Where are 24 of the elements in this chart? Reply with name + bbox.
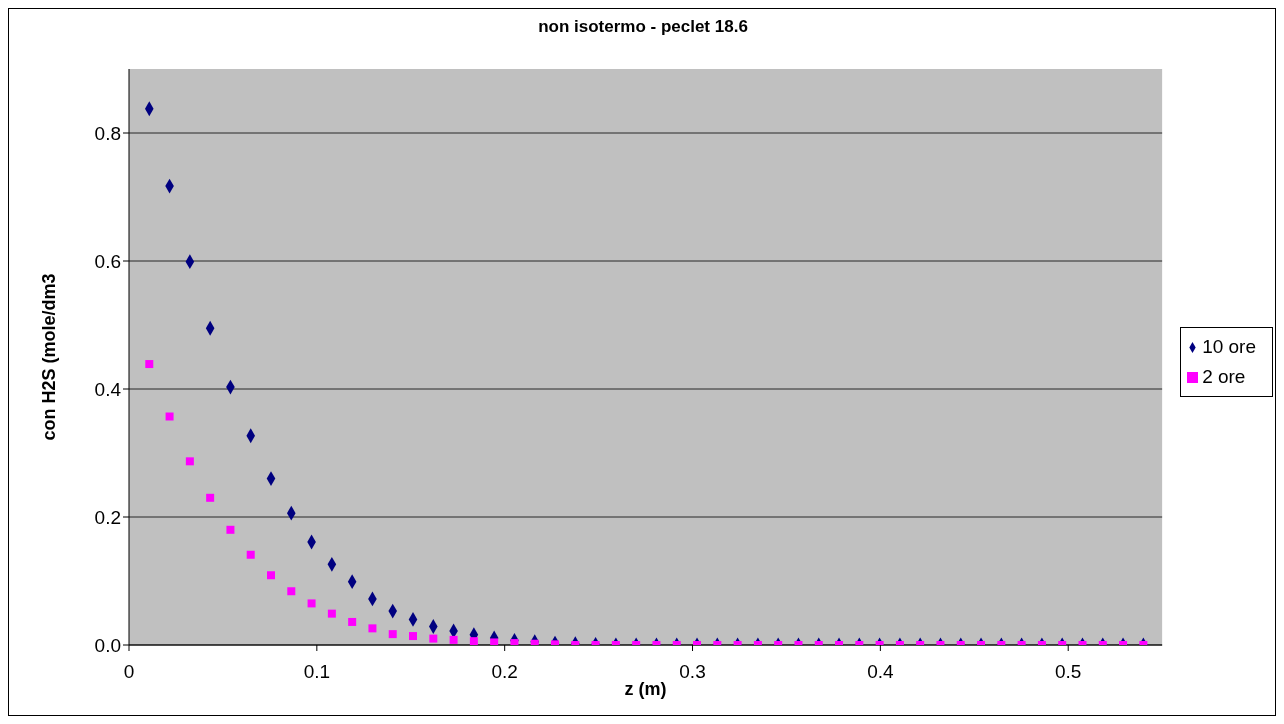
y-tick-label: 0.4	[94, 378, 122, 400]
point	[165, 412, 174, 421]
x-axis-title: z (m)	[624, 679, 667, 699]
x-tick-label: 0.3	[679, 661, 706, 683]
point	[246, 550, 255, 559]
legend-label: 10 ore	[1202, 336, 1256, 357]
point	[490, 638, 499, 645]
point	[348, 617, 357, 626]
x-tick-label: 0.1	[303, 661, 331, 683]
legend-label: 2 ore	[1202, 366, 1246, 387]
y-tick-label: 0.6	[94, 250, 121, 272]
point	[206, 493, 215, 502]
point	[145, 360, 154, 369]
chart-title: non isotermo - peclet 18.6	[537, 17, 749, 37]
y-tick-label: 0.8	[94, 122, 121, 144]
point	[185, 457, 194, 466]
y-axis-title: con H2S (mole/dm3	[39, 273, 60, 441]
x-tick-label: 0.4	[867, 661, 894, 683]
point	[226, 525, 235, 534]
y-tick-label: 0.0	[94, 634, 121, 656]
y-tick-label: 0.2	[94, 506, 121, 528]
x-tick-label: 0	[123, 661, 135, 683]
x-tick-label: 0.5	[1054, 661, 1082, 683]
x-tick-label: 0.2	[491, 661, 518, 683]
